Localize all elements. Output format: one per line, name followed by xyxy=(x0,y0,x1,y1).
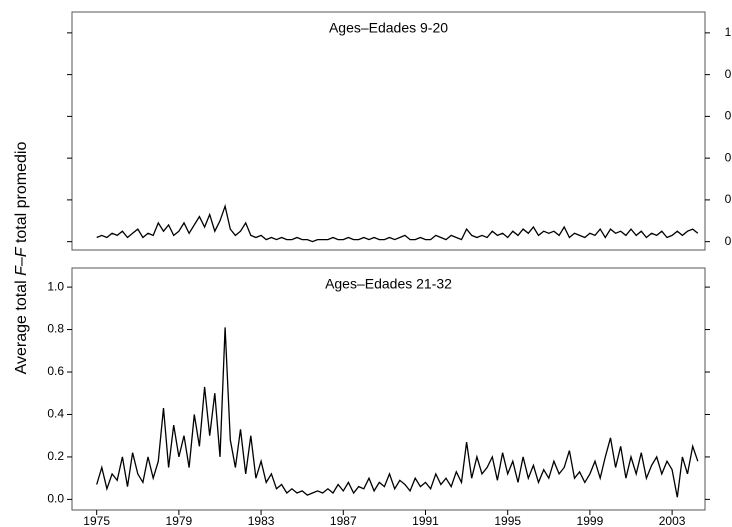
y-label-part: Average total xyxy=(13,276,30,374)
x-tick-label: 1991 xyxy=(412,514,439,527)
x-tick-label: 1999 xyxy=(577,514,604,527)
y-tick-label: 0.6 xyxy=(47,364,64,378)
y-tick-label: 0.4 xyxy=(725,150,732,164)
y-tick-label: 1.0 xyxy=(725,25,732,39)
x-tick-label: 1995 xyxy=(494,514,521,527)
y-tick-label: 0.8 xyxy=(47,322,64,336)
y-label-part: total promedio xyxy=(13,142,30,248)
y-axis-label: Average total F–F total promedio xyxy=(13,142,30,375)
data-line xyxy=(96,203,699,243)
y-tick-label: 0.0 xyxy=(725,234,732,248)
y-tick-label: 0.8 xyxy=(725,67,732,81)
y-tick-label: 0.0 xyxy=(47,492,64,506)
y-tick-label: 0.2 xyxy=(725,192,732,206)
plot-frame xyxy=(71,267,706,511)
x-tick-label: 1979 xyxy=(166,514,193,527)
panel-title: Ages–Edades 9-20 xyxy=(329,20,448,36)
data-line xyxy=(96,327,699,498)
x-tick-label: 1975 xyxy=(83,514,110,527)
x-tick-label: 1983 xyxy=(248,514,275,527)
plot-frame xyxy=(71,11,706,251)
panel-title: Ages–Edades 21-32 xyxy=(325,276,452,292)
y-tick-label: 0.6 xyxy=(725,109,732,123)
y-label-part: F–F xyxy=(13,246,30,276)
y-tick-label: 0.2 xyxy=(47,449,64,463)
y-tick-label: 0.4 xyxy=(47,407,64,421)
y-tick-label: 1.0 xyxy=(47,279,64,293)
x-tick-label: 2003 xyxy=(659,514,686,527)
x-tick-label: 1987 xyxy=(330,514,357,527)
